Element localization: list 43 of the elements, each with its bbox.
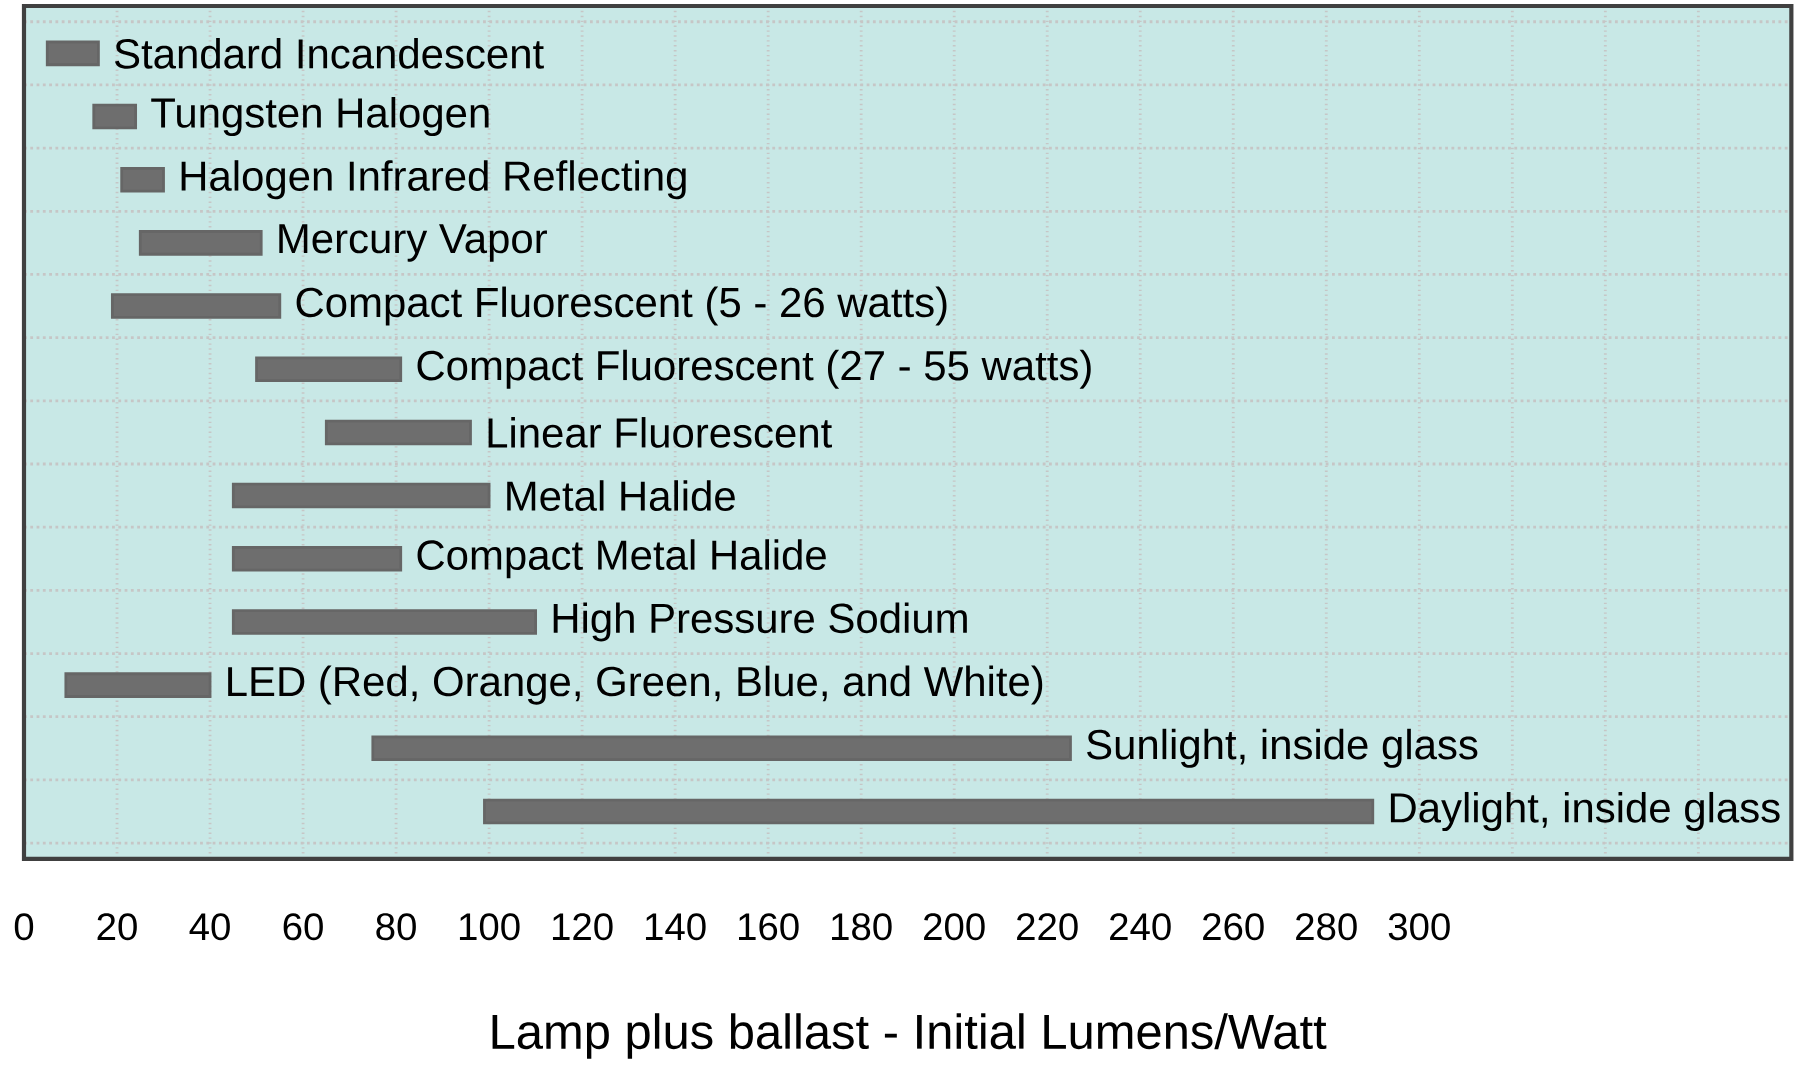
bar <box>120 166 165 193</box>
x-tick-label: 160 <box>739 912 799 941</box>
x-tick-label: 200 <box>924 912 985 941</box>
x-tick-label: 220 <box>1017 912 1078 941</box>
bar <box>324 419 472 445</box>
bar <box>45 40 100 66</box>
x-tick-label: 40 <box>189 912 230 941</box>
y-tick-label: Compact Fluorescent (5 - 26 watts) <box>296 286 947 326</box>
x-tick-label: 20 <box>97 912 137 941</box>
y-tick-label: Sunlight, inside glass <box>1087 728 1478 768</box>
y-tick-label: Halogen Infrared Reflecting <box>181 159 686 200</box>
x-tick-label: 300 <box>1388 912 1450 941</box>
x-tick-label: 0 <box>14 912 34 941</box>
y-tick-label: Mercury Vapor <box>279 223 547 262</box>
bar <box>231 482 491 509</box>
bar <box>64 672 212 698</box>
y-tick-label: Linear Fluorescent <box>488 416 832 448</box>
y-tick-label: Compact Fluorescent (27 - 55 watts) <box>417 349 1091 389</box>
bar <box>110 293 282 319</box>
bar <box>371 735 1072 761</box>
bar <box>255 356 403 382</box>
x-tick-label: 280 <box>1296 912 1357 941</box>
x-tick-label: 260 <box>1203 912 1264 941</box>
y-tick-label: Metal Halide <box>507 480 735 511</box>
y-tick-label: LED (Red, Orange, Green, Blue, and White) <box>228 665 1043 705</box>
x-axis-title: Lamp plus ballast - Initial Lumens/Watt <box>492 1012 1327 1059</box>
x-tick-label: 180 <box>832 912 892 941</box>
x-tick-label: 120 <box>552 912 613 941</box>
x-tick-label: 80 <box>376 912 416 941</box>
bar <box>231 608 538 635</box>
bar <box>483 798 1375 825</box>
y-tick-label: Compact Metal Halide <box>417 539 826 579</box>
y-tick-label: Daylight, inside glass <box>1390 791 1780 831</box>
x-tick-label: 240 <box>1110 912 1171 941</box>
x-tick-label: 100 <box>459 912 520 941</box>
bar <box>231 545 403 572</box>
bar <box>138 229 263 256</box>
bar <box>92 103 138 130</box>
x-tick-label: 60 <box>283 912 323 941</box>
y-tick-label: Tungsten Halogen <box>151 96 489 136</box>
y-tick-label: High Pressure Sodium <box>553 602 967 642</box>
y-tick-label: Standard Incandescent <box>115 37 544 69</box>
x-tick-label: 140 <box>645 912 706 941</box>
